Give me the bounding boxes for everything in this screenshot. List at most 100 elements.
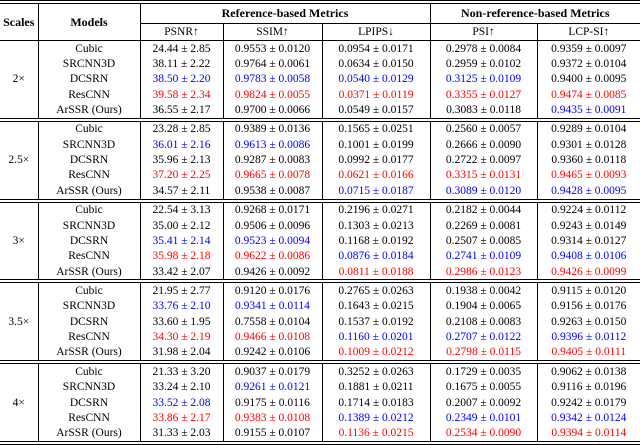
- model-cell: SRCNN3D: [37, 298, 140, 315]
- value-cell: 0.3083 ± 0.0118: [429, 102, 538, 120]
- value-cell: 0.1643 ± 0.0215: [321, 298, 431, 315]
- value-cell: 0.2959 ± 0.0102: [429, 56, 538, 72]
- value-cell: 33.76 ± 2.10: [139, 298, 223, 315]
- value-cell: 0.2765 ± 0.0263: [321, 281, 431, 299]
- table-row: ArSSR (Ours) 36.55 ± 2.17 0.9700 ± 0.0066 0…: [0, 102, 640, 120]
- model-cell: ResCNN: [37, 329, 140, 345]
- model-cell: ResCNN: [37, 410, 140, 426]
- value-cell: 0.9268 ± 0.0171: [222, 200, 322, 218]
- value-cell: 0.1009 ± 0.0212: [321, 344, 431, 363]
- table-row: SRCNN3D 35.00 ± 2.12 0.9506 ± 0.0096 0.1303…: [0, 217, 640, 234]
- value-cell: 0.9665 ± 0.0078: [222, 167, 322, 184]
- value-cell: 0.0954 ± 0.0171: [321, 40, 431, 57]
- value-cell: 39.58 ± 2.34: [139, 87, 223, 103]
- scale-section: 3.5× Cubic 21.95 ± 2.77 0.9120 ± 0.0176 0.27…: [0, 281, 640, 363]
- value-cell: 0.9037 ± 0.0179: [222, 362, 322, 380]
- value-cell: 33.86 ± 2.17: [139, 410, 223, 426]
- metric-header-1: SSIM↑: [222, 23, 322, 41]
- value-cell: 31.98 ± 2.04: [139, 344, 223, 363]
- value-cell: 35.41 ± 2.14: [139, 233, 223, 249]
- metric-header-row: PSNR↑ SSIM↑ LPIPS↓ PSI↑ LCP-SI↑: [0, 23, 640, 41]
- value-cell: 0.9400 ± 0.0095: [536, 71, 640, 87]
- value-cell: 0.9474 ± 0.0085: [536, 87, 640, 103]
- value-cell: 0.2707 ± 0.0122: [429, 329, 538, 345]
- value-cell: 0.9342 ± 0.0124: [536, 410, 640, 426]
- value-cell: 0.2108 ± 0.0083: [429, 314, 538, 330]
- scale-cell: 3×: [12, 234, 25, 247]
- table-row: DCSRN 33.60 ± 1.95 0.7558 ± 0.0104 0.1537 ±…: [0, 314, 640, 330]
- value-cell: 0.9156 ± 0.0176: [536, 298, 640, 315]
- table-row: 2× Cubic 24.44 ± 2.85 0.9553 ± 0.0120 0.0954…: [0, 40, 640, 85]
- value-cell: 0.2182 ± 0.0044: [429, 200, 538, 218]
- scale-cell: 2.5×: [8, 154, 30, 167]
- table-row: 3.5× Cubic 21.95 ± 2.77 0.9120 ± 0.0176 0.27…: [0, 281, 640, 328]
- value-cell: 0.1136 ± 0.0215: [321, 425, 431, 443]
- value-cell: 0.2349 ± 0.0101: [429, 410, 538, 426]
- table-row: ArSSR (Ours) 31.98 ± 2.04 0.9242 ± 0.0106 0…: [0, 344, 640, 363]
- value-cell: 0.1881 ± 0.0211: [321, 379, 431, 395]
- model-cell: DCSRN: [37, 71, 140, 87]
- value-cell: 0.0876 ± 0.0184: [321, 248, 431, 264]
- value-cell: 0.1729 ± 0.0035: [429, 362, 538, 380]
- value-cell: 0.0634 ± 0.0150: [321, 56, 431, 72]
- value-cell: 0.9405 ± 0.0111: [536, 344, 640, 363]
- value-cell: 0.7558 ± 0.0104: [222, 314, 322, 330]
- value-cell: 0.9553 ± 0.0120: [222, 40, 322, 57]
- table-row: 4× Cubic 21.33 ± 3.20 0.9037 ± 0.0179 0.3252…: [0, 362, 640, 409]
- model-cell: ResCNN: [37, 87, 140, 103]
- scale-section: 4× Cubic 21.33 ± 3.20 0.9037 ± 0.0179 0.3252…: [0, 362, 640, 443]
- value-cell: 21.33 ± 3.20: [139, 362, 223, 380]
- value-cell: 0.3125 ± 0.0109: [429, 71, 538, 87]
- value-cell: 0.2798 ± 0.0115: [429, 344, 538, 363]
- column-header-models: Models: [37, 2, 140, 41]
- model-cell: Cubic: [37, 119, 140, 138]
- value-cell: 0.1389 ± 0.0212: [321, 410, 431, 426]
- value-cell: 36.01 ± 2.16: [139, 137, 223, 153]
- value-cell: 0.9435 ± 0.0091: [536, 102, 640, 120]
- model-cell: DCSRN: [37, 314, 140, 330]
- value-cell: 35.98 ± 2.18: [139, 248, 223, 264]
- value-cell: 0.9428 ± 0.0095: [536, 183, 640, 201]
- value-cell: 0.1714 ± 0.0183: [321, 394, 431, 411]
- value-cell: 21.95 ± 2.77: [139, 281, 223, 299]
- value-cell: 0.9242 ± 0.0106: [222, 344, 322, 363]
- value-cell: 0.3252 ± 0.0263: [321, 362, 431, 380]
- model-cell: ArSSR (Ours): [37, 344, 140, 363]
- value-cell: 0.9224 ± 0.0112: [536, 200, 640, 218]
- value-cell: 0.9372 ± 0.0104: [536, 56, 640, 72]
- value-cell: 0.1675 ± 0.0055: [429, 379, 538, 395]
- table-row: DCSRN 35.96 ± 2.13 0.9287 ± 0.0083 0.0992 ±…: [0, 152, 640, 168]
- scale-section: 2.5× Cubic 23.28 ± 2.85 0.9389 ± 0.0136 0.15…: [0, 119, 640, 201]
- value-cell: 0.9261 ± 0.0121: [222, 379, 322, 395]
- value-cell: 0.9360 ± 0.0118: [536, 152, 640, 168]
- table-row: 2.5× Cubic 23.28 ± 2.85 0.9389 ± 0.0136 0.15…: [0, 119, 640, 166]
- value-cell: 0.9263 ± 0.0150: [536, 314, 640, 330]
- value-cell: 0.9408 ± 0.0106: [536, 248, 640, 264]
- value-cell: 23.28 ± 2.85: [139, 119, 223, 138]
- value-cell: 0.9523 ± 0.0094: [222, 233, 322, 249]
- table-row: ArSSR (Ours) 33.42 ± 2.07 0.9426 ± 0.0092 0…: [0, 263, 640, 282]
- value-cell: 0.0992 ± 0.0177: [321, 152, 431, 168]
- table-row: ResCNN 33.86 ± 2.17 0.9383 ± 0.0108 0.1389 …: [0, 410, 640, 426]
- value-cell: 0.1168 ± 0.0192: [321, 233, 431, 249]
- value-cell: 0.3355 ± 0.0127: [429, 87, 538, 103]
- value-cell: 0.9062 ± 0.0138: [536, 362, 640, 380]
- model-cell: ArSSR (Ours): [37, 102, 140, 120]
- value-cell: 0.9175 ± 0.0116: [222, 394, 322, 411]
- value-cell: 0.9314 ± 0.0127: [536, 233, 640, 249]
- value-cell: 0.9383 ± 0.0108: [222, 410, 322, 426]
- table-row: ArSSR (Ours) 34.57 ± 2.11 0.9538 ± 0.0087 0…: [0, 183, 640, 201]
- group-header-row: Scales Models Reference-based Metrics No…: [0, 2, 640, 41]
- model-cell: Cubic: [37, 362, 140, 380]
- value-cell: 0.1565 ± 0.0251: [321, 119, 431, 138]
- model-cell: SRCNN3D: [37, 56, 140, 72]
- table-row: DCSRN 33.52 ± 2.08 0.9175 ± 0.0116 0.1714 ±…: [0, 394, 640, 411]
- value-cell: 33.42 ± 2.07: [139, 263, 223, 282]
- metric-header-2: LPIPS↓: [321, 23, 431, 41]
- value-cell: 0.2196 ± 0.0271: [321, 200, 431, 218]
- value-cell: 33.60 ± 1.95: [139, 314, 223, 330]
- scale-cell: 3.5×: [8, 315, 30, 328]
- value-cell: 35.96 ± 2.13: [139, 152, 223, 168]
